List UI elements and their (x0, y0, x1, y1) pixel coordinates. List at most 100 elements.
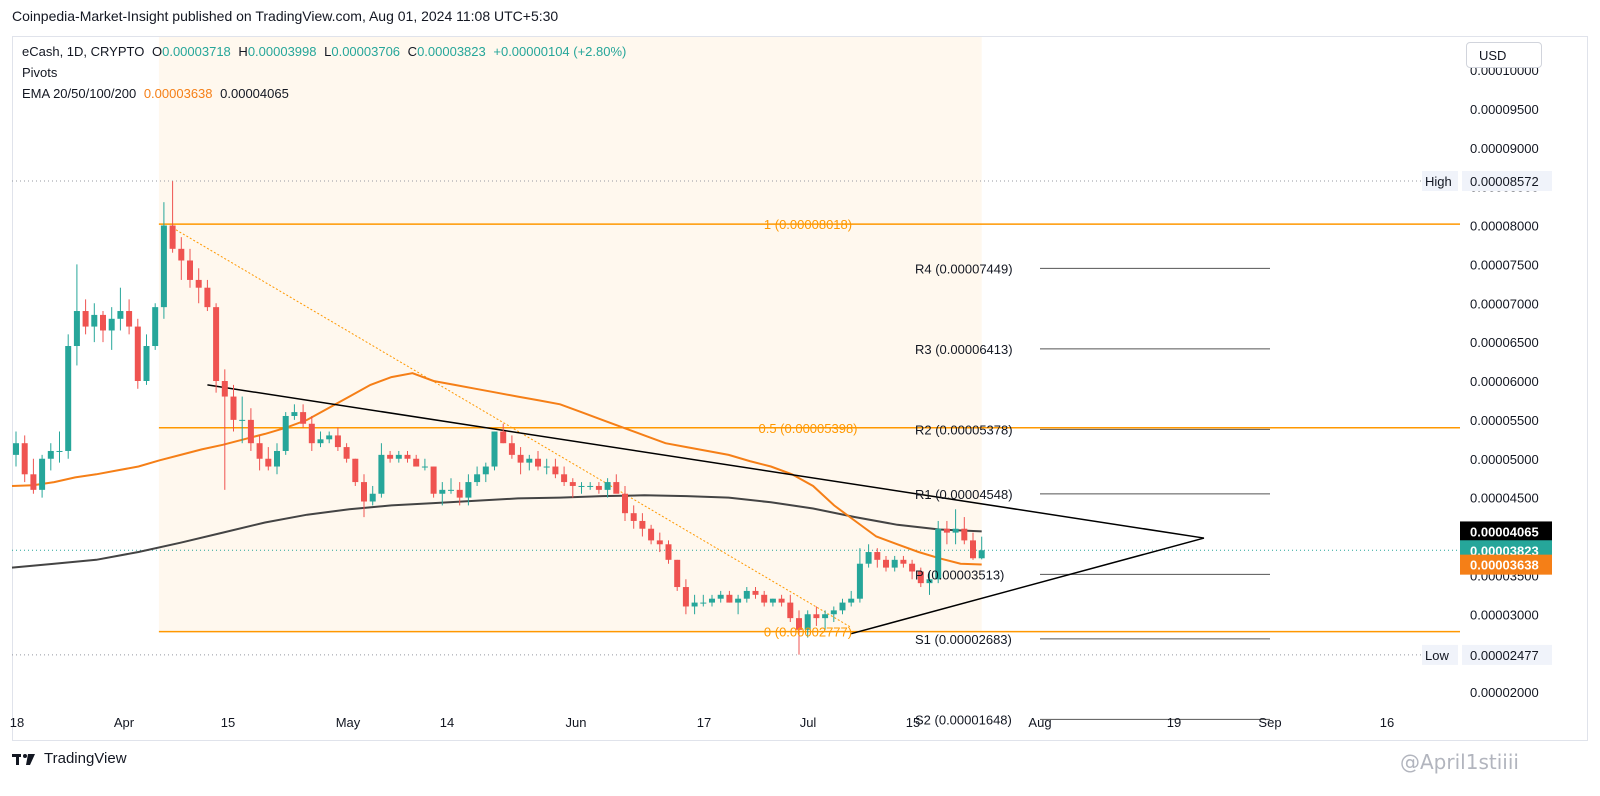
candle-body (909, 563, 916, 572)
x-tick-label: Jul (800, 715, 817, 730)
candle-body (73, 311, 80, 347)
candle-body (917, 571, 924, 584)
y-tick-label: 0.00003000 (1470, 607, 1539, 622)
candle-body (448, 489, 454, 491)
candle-body (587, 485, 594, 487)
price-tag-bg (1460, 554, 1552, 575)
chart-frame[interactable] (12, 36, 1588, 741)
candle-body (935, 528, 942, 580)
candle-body (230, 396, 237, 420)
legend-low: 0.00003706 (331, 44, 401, 59)
candle-body (613, 482, 620, 494)
candle-body (622, 493, 628, 514)
legend-open: 0.00003718 (162, 44, 231, 59)
candle-body (308, 423, 315, 444)
candle-body (578, 485, 585, 487)
candle-body (482, 466, 489, 475)
candle-body (943, 528, 950, 533)
candle-body (343, 447, 350, 459)
x-tick-label: 18 (10, 715, 24, 730)
high-tag-bg (1422, 171, 1458, 192)
candle-body (961, 528, 968, 541)
candle-body (282, 415, 289, 451)
candle-body (604, 482, 611, 490)
high-tag-label: High (1425, 174, 1452, 189)
candle-body (526, 458, 533, 463)
ema-50-line (11, 372, 982, 566)
legend-ohlc: eCash, 1D, CRYPTO O0.00003718 H0.0000399… (22, 44, 630, 59)
x-tick-label: Aug (1028, 715, 1051, 730)
candle-body (30, 474, 37, 490)
candle-body (239, 419, 246, 421)
candle-body (334, 435, 341, 448)
candle-body (709, 598, 715, 603)
legend-close: 0.00003823 (417, 44, 486, 59)
y-tick-label: 0.00009000 (1470, 141, 1539, 156)
candle-body (717, 594, 724, 599)
candle-body (691, 602, 698, 607)
candle-body (204, 287, 211, 308)
candle-body (726, 594, 733, 603)
candle-body (13, 443, 19, 455)
x-tick-label: 14 (440, 715, 454, 730)
candle-body (761, 594, 768, 603)
legend-h-label: H (238, 44, 248, 59)
y-tick-label: 0.00006000 (1470, 374, 1539, 389)
candle-body (970, 540, 976, 559)
price-tag-value: 0.00004065 (1470, 524, 1539, 539)
x-tick-label: May (336, 715, 361, 730)
legend-ema-value-1: 0.00003638 (143, 86, 213, 101)
legend-pivots[interactable]: Pivots (22, 65, 58, 80)
candle-body (465, 482, 472, 498)
legend-symbol[interactable]: eCash, 1D, CRYPTO (22, 44, 145, 59)
x-tick-label: Apr (114, 715, 135, 730)
footer-brand[interactable]: TradingView (44, 750, 127, 767)
candle-body (796, 618, 802, 630)
candle-body (369, 493, 376, 502)
publish-header: Coinpedia-Market-Insight published on Tr… (12, 8, 559, 24)
candle-body (900, 559, 907, 564)
x-tick-label: 16 (1380, 715, 1394, 730)
candle-body (735, 598, 742, 603)
currency-button[interactable]: USD (1466, 42, 1542, 68)
candle-body (926, 579, 933, 584)
candle-body (543, 466, 550, 468)
legend-ema-label: EMA 20/50/100/200 (22, 86, 137, 101)
candle-body (500, 431, 507, 444)
candle-body (108, 318, 115, 331)
candle-body (778, 598, 785, 603)
pivot-label: R1 (0.00004548) (915, 487, 1013, 502)
candle-body (474, 474, 481, 483)
candle-body (21, 443, 28, 475)
x-tick-label: Jun (566, 715, 587, 730)
candle-body (178, 248, 185, 261)
candle-body (221, 381, 228, 397)
x-tick-label: 19 (1167, 715, 1181, 730)
candle-body (813, 614, 820, 619)
candle-body (978, 550, 985, 559)
candle-body (300, 412, 307, 424)
candle-body (160, 225, 167, 308)
candle-body (439, 489, 446, 494)
candle-body (413, 458, 420, 467)
price-tag-bg (1460, 521, 1552, 542)
candle-body (169, 225, 176, 249)
candle-body (152, 307, 159, 347)
candle-body (256, 443, 263, 459)
candle-body (491, 431, 498, 467)
tradingview-logo-icon (12, 753, 35, 765)
fib-label: 0.5 (0.00005398) (758, 421, 857, 436)
pivot-label: R2 (0.00005378) (915, 422, 1013, 437)
candle-body (674, 559, 681, 588)
fib-label: 0 (0.00002777) (764, 625, 852, 640)
candle-body (143, 346, 150, 381)
ema-200-line (11, 494, 982, 569)
candle-body (665, 544, 672, 560)
y-tick-label: 0.00004500 (1470, 491, 1539, 506)
candle-body (317, 439, 324, 444)
high-value-label: 0.00008572 (1470, 174, 1539, 189)
legend-ema[interactable]: EMA 20/50/100/200 0.00003638 0.00004065 (22, 86, 293, 101)
pivot-label: P (0.00003513) (915, 567, 1004, 582)
candle-body (883, 559, 889, 568)
